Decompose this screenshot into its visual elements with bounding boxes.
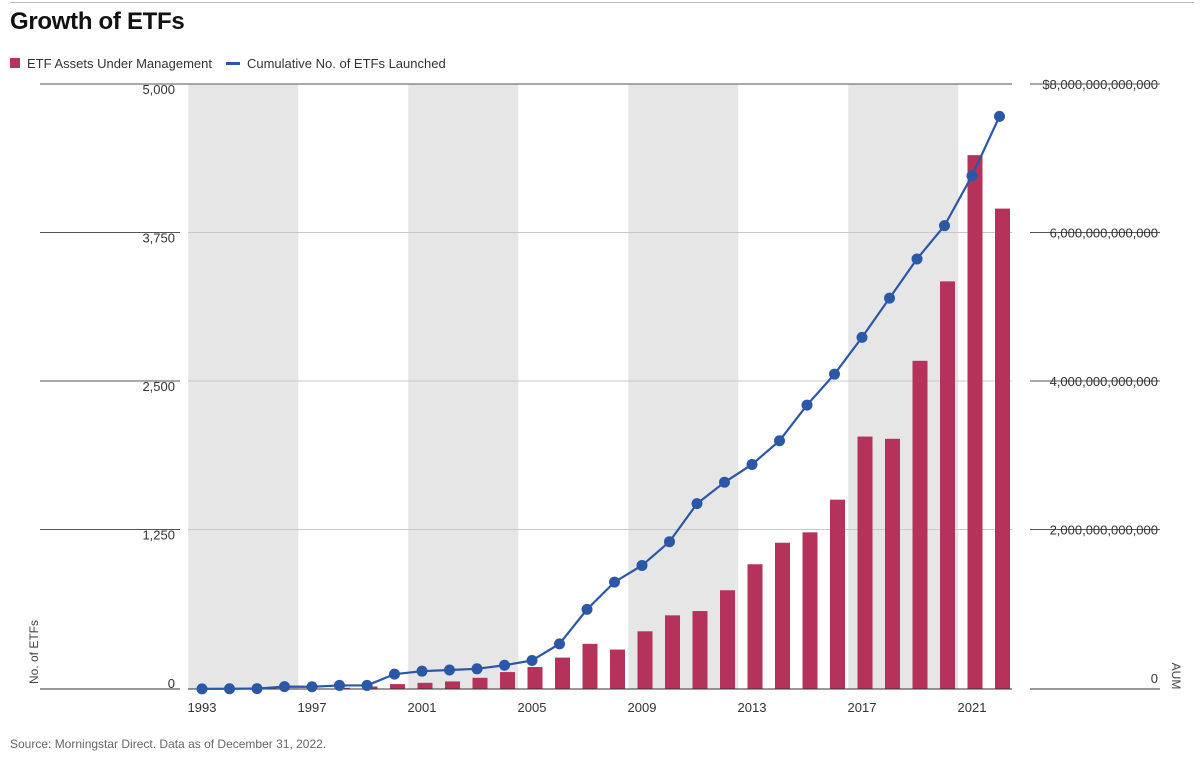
x-tick-label-2009: 2009 (628, 700, 657, 715)
aum-bar-2002 (445, 681, 460, 689)
left-tick-label-3: 3,750 (142, 231, 175, 246)
x-tick-label-1993: 1993 (188, 700, 217, 715)
left-axis-title: No. of ETFs (27, 620, 41, 684)
aum-bar-2018 (885, 438, 900, 689)
x-tick-label-2017: 2017 (848, 700, 877, 715)
etf-count-point-1998 (334, 679, 345, 691)
aum-bar-2004 (500, 672, 515, 689)
etf-count-point-2021 (966, 170, 978, 182)
top-rule (10, 2, 1194, 3)
right-tick-label-0: 0 (1151, 671, 1158, 686)
page-title: Growth of ETFs (10, 8, 185, 35)
aum-bar-2012 (720, 590, 735, 689)
etf-count-point-2020 (939, 220, 950, 232)
source-note: Source: Morningstar Direct. Data as of D… (10, 737, 327, 751)
etf-count-point-2004 (499, 659, 510, 671)
aum-bar-2021 (967, 155, 983, 689)
aum-bar-2008 (610, 649, 625, 689)
left-tick-label-1: 1,250 (142, 528, 175, 543)
aum-bar-2011 (692, 611, 708, 689)
aum-bar-2014 (775, 542, 790, 689)
etf-count-point-2016 (829, 368, 840, 380)
right-tick-label-1: 2,000,000,000,000 (1050, 523, 1158, 538)
aum-bar-2019 (912, 360, 928, 689)
aum-bar-2001 (417, 682, 433, 689)
x-tick-label-2013: 2013 (738, 700, 767, 715)
x-tick-label-2021: 2021 (958, 700, 987, 715)
etf-count-point-2019 (911, 253, 923, 265)
etf-count-point-2018 (884, 292, 895, 304)
right-tick-label-2: 4,000,000,000,000 (1050, 374, 1158, 389)
etf-count-point-2009 (636, 559, 648, 571)
aum-bar-2005 (527, 667, 543, 689)
etf-count-point-1995 (251, 683, 263, 695)
etf-count-point-2013 (746, 458, 758, 470)
etf-count-point-2015 (801, 399, 813, 411)
legend-item-aum: ETF Assets Under Management (10, 56, 212, 71)
x-tick-label-2001: 2001 (408, 700, 437, 715)
legend-item-etf-count: Cumulative No. of ETFs Launched (225, 55, 446, 71)
etf-count-point-2003 (471, 663, 483, 675)
aum-bar-2013 (747, 564, 763, 689)
legend-label-etf-count: Cumulative No. of ETFs Launched (246, 55, 446, 71)
etf-count-point-2010 (664, 536, 675, 548)
etf-count-point-2007 (581, 603, 593, 615)
aum-bar-2016 (830, 499, 845, 689)
x-tick-label-1997: 1997 (298, 700, 327, 715)
etf-count-point-2014 (774, 435, 785, 447)
x-tick-label-2005: 2005 (518, 700, 547, 715)
legend-swatch-etf-count (225, 61, 240, 65)
aum-bar-2022 (995, 208, 1010, 690)
etf-count-point-2000 (389, 668, 400, 680)
aum-bar-2006 (555, 657, 570, 689)
right-tick-label-3: 6,000,000,000,000 (1050, 226, 1158, 241)
etf-count-point-1994 (224, 683, 235, 695)
aum-bar-2009 (637, 631, 653, 689)
aum-bar-2007 (582, 643, 598, 689)
aum-bar-2020 (940, 281, 955, 689)
aum-bar-2000 (390, 684, 405, 689)
etf-count-point-1996 (279, 681, 290, 693)
shaded-period-0 (188, 84, 299, 689)
aum-bar-2017 (857, 436, 873, 689)
legend-swatch-aum (10, 58, 20, 68)
right-axis-title: AUM (1169, 663, 1183, 690)
etf-count-point-2012 (719, 476, 730, 488)
etf-count-point-2006 (554, 638, 565, 650)
legend-label-aum: ETF Assets Under Management (27, 55, 212, 71)
shaded-period-1 (408, 84, 519, 689)
etf-count-point-2022 (994, 110, 1005, 122)
legend: ETF Assets Under Management Cumulative N… (10, 54, 460, 72)
aum-bar-2010 (665, 615, 680, 689)
etf-count-point-2017 (856, 331, 868, 343)
etf-count-point-2005 (526, 654, 538, 666)
left-tick-label-0: 0 (168, 676, 175, 691)
etf-count-point-2008 (609, 576, 620, 588)
aum-bar-2015 (802, 532, 818, 689)
etf-count-point-2011 (691, 498, 703, 510)
shaded-period-2 (628, 84, 739, 689)
etf-count-point-1997 (306, 681, 318, 693)
etf-count-point-1999 (361, 679, 373, 691)
left-tick-label-2: 2,500 (142, 379, 175, 394)
etf-count-point-2001 (416, 665, 428, 677)
etf-count-point-2002 (444, 664, 455, 676)
etf-count-point-1993 (196, 683, 208, 695)
aum-bar-2003 (472, 677, 488, 689)
left-tick-label-4: 5,000 (142, 82, 175, 97)
